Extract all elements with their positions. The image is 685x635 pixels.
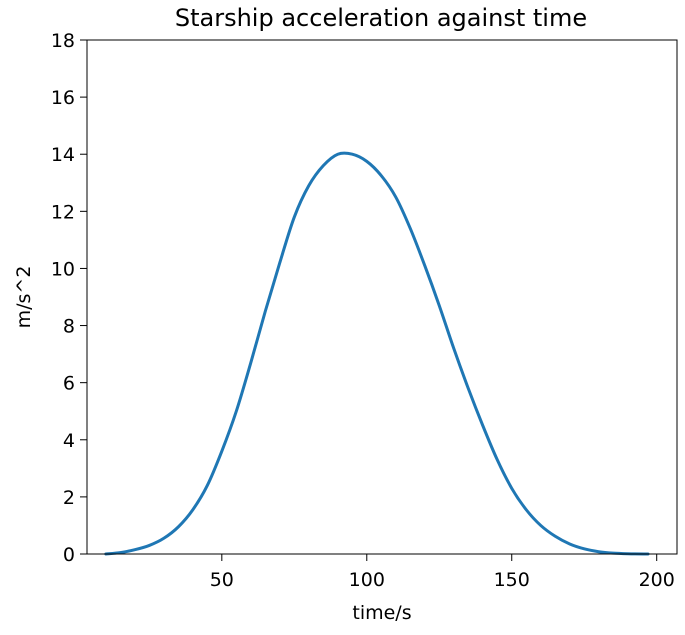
y-tick-label: 10 — [51, 258, 75, 280]
y-axis-title: m/s^2 — [13, 266, 35, 329]
plot-frame — [86, 39, 678, 555]
y-tick-label: 2 — [63, 487, 75, 509]
x-tick-label: 200 — [639, 569, 675, 591]
x-tick-label: 50 — [210, 569, 234, 591]
y-tick-label: 16 — [51, 87, 75, 109]
x-tick-label: 150 — [494, 569, 530, 591]
plot-content — [104, 151, 650, 556]
y-tick-label: 18 — [51, 30, 75, 52]
y-tick-label: 6 — [63, 373, 75, 395]
y-tick-label: 14 — [51, 144, 75, 166]
y-axis-ticks: 0 2 4 6 8 10 12 14 16 18 — [51, 30, 87, 566]
y-tick-label: 8 — [63, 316, 75, 338]
y-tick-label: 12 — [51, 201, 75, 223]
y-tick-label: 0 — [63, 544, 75, 566]
x-axis-ticks: 50 100 150 200 — [210, 554, 675, 591]
y-tick-label: 4 — [63, 430, 75, 452]
x-tick-label: 100 — [349, 569, 385, 591]
series-line-0 — [104, 151, 650, 556]
chart-title: Starship acceleration against time — [175, 4, 587, 32]
x-axis-title: time/s — [352, 602, 411, 624]
